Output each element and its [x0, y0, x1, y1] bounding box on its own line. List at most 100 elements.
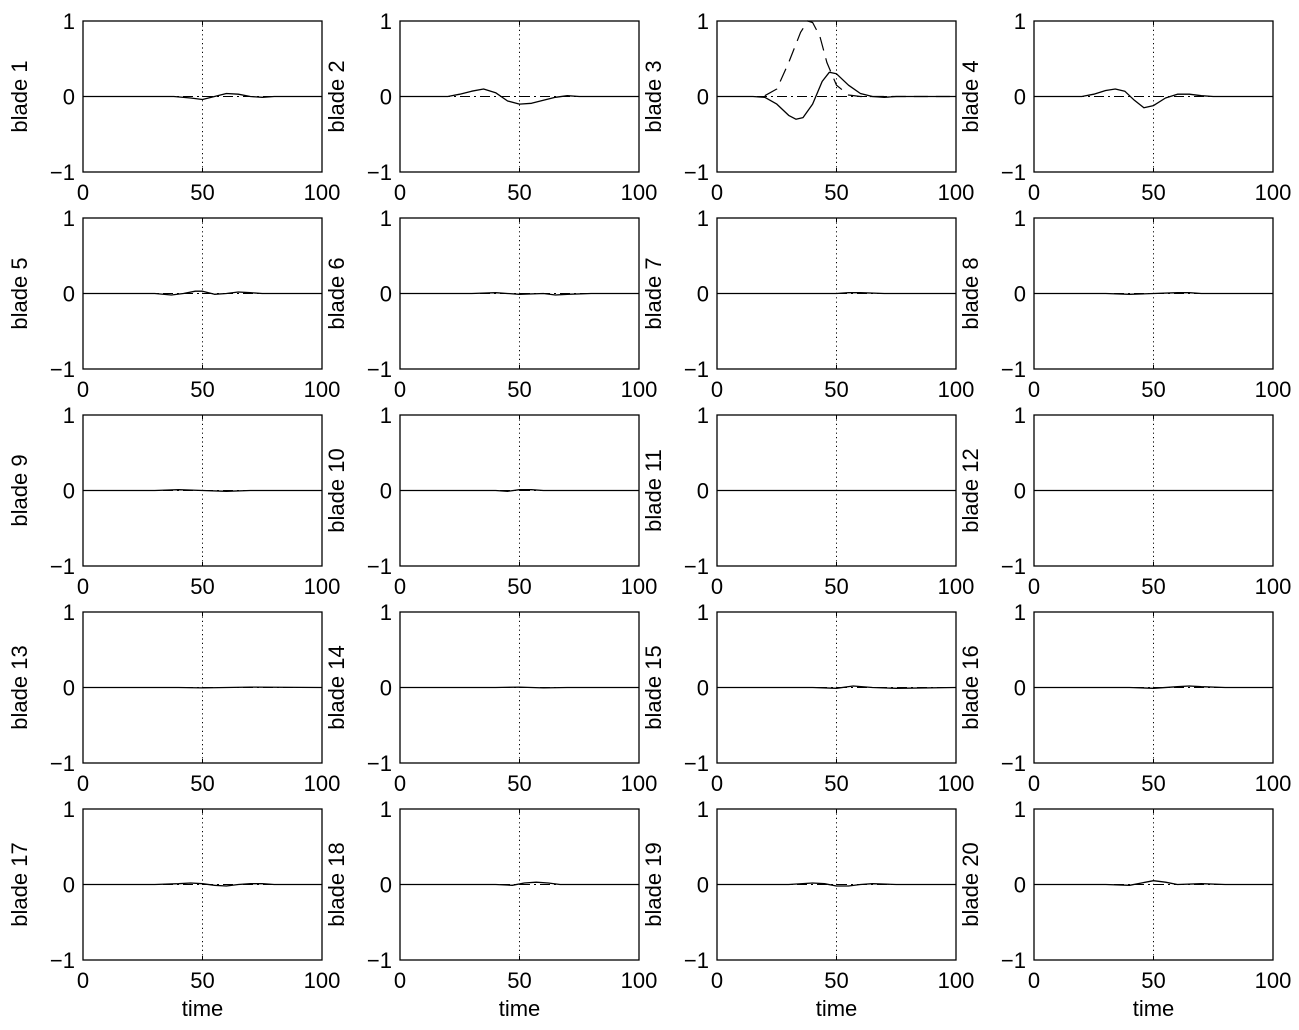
subplot-8-ytick-label: 0: [1014, 282, 1026, 307]
subplot-19-ytick-label: 1: [697, 797, 709, 822]
subplot-4-ylabel: blade 4: [958, 60, 983, 132]
subplot-14-xtick-label: 100: [621, 771, 658, 796]
subplot-4-ytick-label: −1: [1001, 160, 1026, 185]
subplot-10-solid-series: [400, 489, 639, 492]
subplot-11-xtick-label: 100: [938, 574, 975, 599]
subplot-3-xtick-label: 0: [711, 180, 723, 205]
subplot-1-ytick-label: 1: [63, 9, 75, 34]
subplot-9-xtick-label: 0: [77, 574, 89, 599]
subplot-20-xtick-label: 50: [1141, 968, 1165, 993]
subplot-7-ytick-label: −1: [684, 357, 709, 382]
subplot-3-ytick-label: 0: [697, 85, 709, 110]
subplot-6-ytick-label: 1: [380, 206, 392, 231]
subplot-5-xtick-label: 50: [190, 377, 214, 402]
subplot-16-solid-series: [1034, 685, 1273, 689]
subplot-4-ytick-label: 0: [1014, 85, 1026, 110]
subplot-3-xtick-label: 100: [938, 180, 975, 205]
subplot-9-xtick-label: 100: [304, 574, 341, 599]
subplot-20-ylabel: blade 20: [958, 842, 983, 926]
subplot-6-solid-series: [400, 292, 639, 296]
subplot-1-solid-series: [83, 92, 322, 101]
subplot-6-xtick-label: 0: [394, 377, 406, 402]
subplot-2-xtick-label: 50: [507, 180, 531, 205]
subplot-7-ylabel: blade 7: [641, 257, 666, 329]
subplot-7-xtick-label: 0: [711, 377, 723, 402]
subplot-20-xtick-label: 100: [1255, 968, 1292, 993]
subplot-13-solid-series: [83, 686, 323, 689]
subplot-1-xtick-label: 50: [190, 180, 214, 205]
subplot-14-ylabel: blade 14: [324, 645, 349, 729]
subplot-7-solid-series: [717, 292, 956, 295]
subplot-2-ylabel: blade 2: [324, 60, 349, 132]
subplot-13-ytick-label: −1: [50, 751, 75, 776]
subplot-16-ytick-label: 0: [1014, 676, 1026, 701]
subplot-1-ytick-label: −1: [50, 160, 75, 185]
subplot-16-xtick-label: 50: [1141, 771, 1165, 796]
subplot-9-ytick-label: 0: [63, 479, 75, 504]
subplot-20-solid-series: [1034, 880, 1273, 886]
subplot-11-ytick-label: −1: [684, 554, 709, 579]
subplot-18-xtick-label: 100: [621, 968, 658, 993]
subplot-14-ytick-label: 1: [380, 600, 392, 625]
subplot-17-xtick-label: 0: [77, 968, 89, 993]
subplot-12-xtick-label: 50: [1141, 574, 1165, 599]
subplot-11-ylabel: blade 11: [641, 449, 666, 532]
subplot-14-ytick-label: 0: [380, 676, 392, 701]
subplot-5-solid-series: [83, 290, 322, 296]
subplot-10-ylabel: blade 10: [324, 448, 349, 532]
subplot-4-solid-series: [1034, 88, 1273, 109]
subplot-3-dashed-series: [764, 20, 956, 98]
subplot-3-ytick-label: −1: [684, 160, 709, 185]
subplot-4-xtick-label: 100: [1255, 180, 1292, 205]
subplot-6-ytick-label: 0: [380, 282, 392, 307]
subplot-17-xlabel: time: [182, 996, 224, 1021]
subplot-8-ytick-label: 1: [1014, 206, 1026, 231]
subplot-16-ytick-label: 1: [1014, 600, 1026, 625]
subplot-19-xtick-label: 0: [711, 968, 723, 993]
subplot-14-xtick-label: 50: [507, 771, 531, 796]
subplot-10-ytick-label: −1: [367, 554, 392, 579]
subplot-5-ytick-label: 0: [63, 282, 75, 307]
subplot-1-ytick-label: 0: [63, 85, 75, 110]
subplot-18-solid-series: [400, 881, 639, 886]
subplot-8-ytick-label: −1: [1001, 357, 1026, 382]
subplot-2-solid-series: [400, 88, 639, 105]
subplot-5-ylabel: blade 5: [7, 257, 32, 329]
subplot-12-ytick-label: 0: [1014, 479, 1026, 504]
subplot-20-xlabel: time: [1133, 996, 1175, 1021]
subplot-3-xtick-label: 50: [824, 180, 848, 205]
subplot-12-ytick-label: 1: [1014, 403, 1026, 428]
subplot-6-xtick-label: 100: [621, 377, 658, 402]
subplot-7-xtick-label: 100: [938, 377, 975, 402]
subplot-15-ytick-label: −1: [684, 751, 709, 776]
subplot-9-ytick-label: −1: [50, 554, 75, 579]
subplot-6-xtick-label: 50: [507, 377, 531, 402]
subplot-18-ylabel: blade 18: [324, 842, 349, 926]
subplot-20-ytick-label: 0: [1014, 873, 1026, 898]
subplot-15-solid-series: [717, 685, 957, 689]
subplot-15-xtick-label: 50: [824, 771, 848, 796]
subplot-4-ytick-label: 1: [1014, 9, 1026, 34]
subplot-16-ytick-label: −1: [1001, 751, 1026, 776]
subplot-10-xtick-label: 0: [394, 574, 406, 599]
subplot-17-ytick-label: −1: [50, 948, 75, 973]
subplot-15-ytick-label: 0: [697, 676, 709, 701]
subplot-5-ytick-label: −1: [50, 357, 75, 382]
subplot-17-ylabel: blade 17: [7, 842, 32, 926]
subplot-8-xtick-label: 0: [1028, 377, 1040, 402]
